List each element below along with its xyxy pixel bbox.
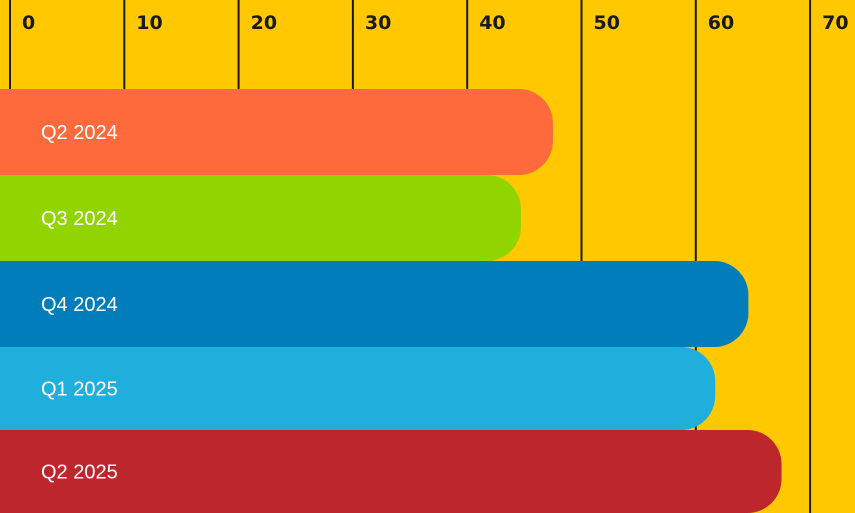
x-tick-label: 10 bbox=[136, 12, 162, 34]
x-tick-label: 0 bbox=[22, 12, 35, 34]
bar-q3-2024 bbox=[0, 175, 521, 261]
x-tick-label: 50 bbox=[594, 12, 620, 34]
x-tick-label: 30 bbox=[365, 12, 391, 34]
bar-q2-2024 bbox=[0, 89, 553, 175]
bar-q2-2025 bbox=[0, 430, 782, 513]
x-tick-label: 40 bbox=[479, 12, 505, 34]
bar-q4-2024 bbox=[0, 261, 749, 347]
x-tick-label: 70 bbox=[822, 12, 848, 34]
x-axis-tick-labels: 0 10 20 30 40 50 60 70 bbox=[22, 12, 849, 34]
bar-category-label: Q1 2025 bbox=[41, 379, 118, 401]
bars: Q2 2024 Q3 2024 Q4 2024 Q1 2025 Q2 2025 bbox=[0, 89, 782, 513]
bar-category-label: Q2 2024 bbox=[41, 122, 118, 144]
x-tick-label: 20 bbox=[251, 12, 277, 34]
bar-q1-2025 bbox=[0, 347, 716, 430]
bar-category-label: Q2 2025 bbox=[41, 462, 118, 484]
bar-category-label: Q3 2024 bbox=[41, 208, 118, 230]
x-tick-label: 60 bbox=[708, 12, 734, 34]
bar-category-label: Q4 2024 bbox=[41, 294, 118, 316]
